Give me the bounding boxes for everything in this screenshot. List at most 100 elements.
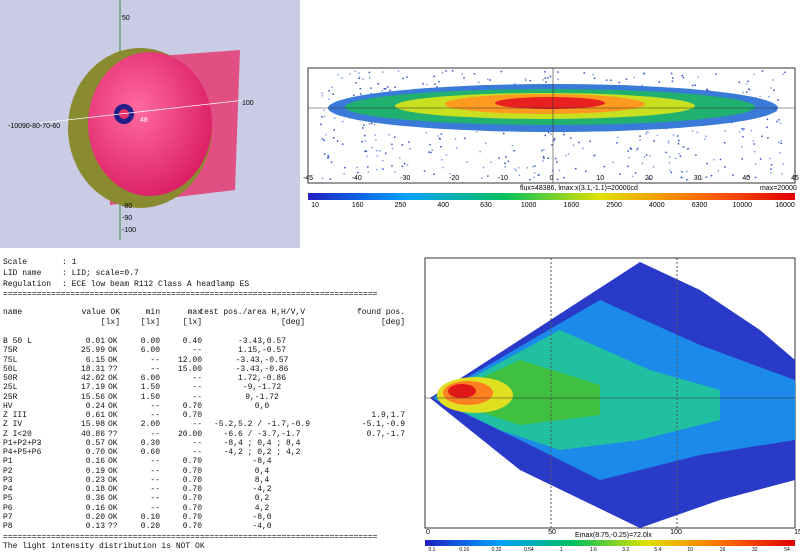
x-tick-label: 10 — [596, 175, 604, 182]
row-name: P7 — [3, 512, 13, 522]
row-max: 0.70 — [182, 494, 202, 504]
row-max: 0.70 — [182, 503, 202, 513]
noise-dot — [589, 140, 591, 143]
noise-dot — [425, 132, 427, 134]
row-name: P4+P5+P6 — [3, 448, 42, 457]
noise-dot — [356, 166, 359, 169]
noise-dot — [636, 147, 639, 150]
noise-dot — [441, 72, 444, 74]
row-test: 4,2 — [254, 503, 270, 513]
noise-dot — [779, 152, 781, 154]
noise-dot — [551, 143, 553, 146]
noise-dot — [344, 166, 346, 169]
scale-label: 10 — [311, 202, 319, 209]
noise-dot — [336, 140, 339, 142]
noise-dot — [769, 157, 771, 160]
noise-dot — [677, 143, 680, 145]
row-name: HV — [3, 401, 13, 411]
noise-dot — [375, 168, 378, 171]
color-bar — [308, 193, 795, 200]
noise-dot — [706, 88, 708, 91]
noise-dot — [686, 148, 689, 150]
sphere — [88, 52, 212, 196]
noise-dot — [686, 170, 688, 173]
row-max: -- — [192, 346, 202, 356]
noise-dot — [325, 134, 327, 136]
noise-dot — [438, 80, 440, 83]
noise-dot — [373, 123, 376, 126]
row-name: P1 — [3, 457, 13, 467]
column-header: name — [3, 308, 23, 317]
noise-dot — [321, 92, 323, 94]
column-header: test pos./area H,H/V,V — [199, 308, 305, 317]
noise-dot — [631, 175, 634, 178]
noise-dot — [337, 73, 339, 76]
column-unit: [lx] — [100, 318, 120, 327]
noise-dot — [445, 70, 447, 72]
noise-dot — [403, 162, 406, 165]
row-name: 25R — [3, 392, 18, 402]
noise-dot — [355, 82, 357, 84]
noise-dot — [645, 133, 647, 135]
row-name: P1+P2+P3 — [3, 438, 42, 448]
noise-dot — [629, 147, 632, 149]
noise-dot — [381, 89, 383, 92]
row-status: OK — [108, 355, 118, 365]
noise-dot — [770, 171, 772, 174]
noise-dot — [341, 77, 343, 79]
noise-dot — [371, 146, 373, 149]
header-key: Regulation — [3, 280, 52, 289]
noise-dot — [328, 90, 330, 92]
scale-label: 0.16 — [459, 547, 469, 553]
noise-dot — [430, 151, 432, 154]
noise-dot — [364, 134, 366, 137]
scale-label: 250 — [395, 202, 407, 209]
header-key: Scale — [3, 258, 28, 267]
noise-dot — [375, 139, 377, 141]
row-test: -3.43,0.57 — [237, 337, 286, 346]
noise-dot — [723, 141, 726, 144]
noise-dot — [383, 88, 386, 90]
noise-dot — [367, 171, 370, 173]
noise-dot — [518, 174, 521, 177]
noise-dot — [753, 143, 755, 145]
noise-dot — [437, 135, 439, 137]
noise-dot — [745, 82, 748, 85]
noise-dot — [633, 76, 635, 79]
axis-label: 100 — [242, 100, 254, 107]
row-max: 0.70 — [182, 401, 202, 411]
noise-dot — [681, 171, 683, 173]
row-value: 0.16 — [85, 457, 105, 467]
noise-dot — [691, 130, 694, 132]
noise-dot — [455, 147, 458, 149]
column-unit: [lx] — [182, 318, 202, 327]
row-name: 75R — [3, 346, 18, 356]
noise-dot — [784, 71, 786, 74]
noise-dot — [341, 143, 344, 145]
noise-dot — [382, 168, 384, 170]
noise-dot — [548, 131, 550, 134]
row-value: 0.01 — [85, 337, 105, 346]
noise-dot — [650, 178, 653, 181]
noise-dot — [367, 166, 369, 168]
noise-dot — [332, 93, 334, 95]
scale-label: 4000 — [649, 202, 665, 209]
noise-dot — [565, 154, 567, 157]
noise-dot — [759, 158, 762, 160]
noise-dot — [767, 137, 769, 139]
row-test: -5.2,5.2 / -1.7,-0.9 — [213, 420, 310, 430]
row-status: OK — [108, 512, 118, 522]
noise-dot — [773, 89, 775, 92]
noise-dot — [543, 157, 545, 159]
noise-dot — [384, 152, 387, 155]
row-max: 0.70 — [182, 522, 202, 531]
noise-dot — [747, 80, 749, 83]
noise-dot — [542, 155, 545, 158]
row-status: OK — [108, 503, 118, 513]
noise-dot — [742, 135, 744, 138]
row-min: -- — [150, 494, 160, 504]
noise-dot — [706, 162, 708, 165]
scale-label: 400 — [437, 202, 449, 209]
noise-dot — [363, 124, 365, 126]
noise-dot — [369, 76, 371, 79]
